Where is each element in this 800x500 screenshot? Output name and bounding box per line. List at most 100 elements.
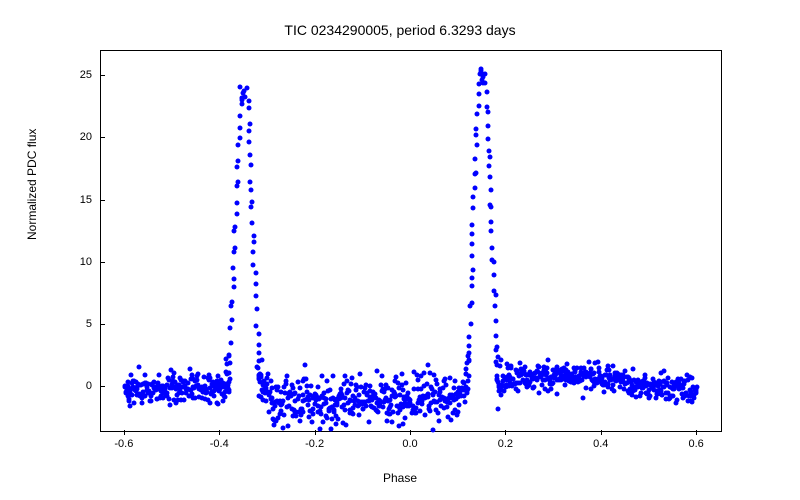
data-point bbox=[430, 428, 435, 433]
data-point bbox=[406, 391, 411, 396]
data-point bbox=[469, 300, 474, 305]
data-point bbox=[484, 105, 489, 110]
data-point bbox=[232, 250, 237, 255]
data-point bbox=[240, 90, 245, 95]
data-point bbox=[246, 106, 251, 111]
data-point bbox=[246, 128, 251, 133]
data-point bbox=[356, 392, 361, 397]
data-point bbox=[586, 359, 591, 364]
data-point bbox=[470, 223, 475, 228]
data-point bbox=[321, 420, 326, 425]
data-point bbox=[225, 361, 230, 366]
data-point bbox=[477, 91, 482, 96]
data-point bbox=[402, 415, 407, 420]
data-point bbox=[254, 271, 259, 276]
figure: TIC 0234290005, period 6.3293 days Norma… bbox=[0, 0, 800, 500]
data-point bbox=[400, 388, 405, 393]
data-point bbox=[232, 245, 237, 250]
data-point bbox=[249, 221, 254, 226]
data-point bbox=[489, 258, 494, 263]
x-tick bbox=[219, 430, 220, 435]
data-point bbox=[228, 341, 233, 346]
data-point bbox=[310, 419, 315, 424]
data-point bbox=[375, 410, 380, 415]
data-point bbox=[335, 416, 340, 421]
data-point bbox=[380, 404, 385, 409]
data-point bbox=[256, 350, 261, 355]
data-point bbox=[496, 406, 501, 411]
data-point bbox=[494, 333, 499, 338]
data-point bbox=[227, 377, 232, 382]
data-point bbox=[358, 371, 363, 376]
chart-title: TIC 0234290005, period 6.3293 days bbox=[0, 22, 800, 38]
data-point bbox=[339, 386, 344, 391]
y-tick-label: 10 bbox=[62, 256, 92, 268]
data-point bbox=[479, 68, 484, 73]
data-point bbox=[610, 364, 615, 369]
data-point bbox=[622, 369, 627, 374]
data-point bbox=[495, 376, 500, 381]
data-point bbox=[417, 408, 422, 413]
data-point bbox=[488, 187, 493, 192]
data-point bbox=[357, 413, 362, 418]
data-point bbox=[465, 361, 470, 366]
y-tick bbox=[100, 262, 105, 263]
data-point bbox=[422, 413, 427, 418]
data-point bbox=[343, 422, 348, 427]
data-point bbox=[264, 399, 269, 404]
data-point bbox=[285, 423, 290, 428]
data-point bbox=[498, 364, 503, 369]
data-point bbox=[231, 285, 236, 290]
data-point bbox=[258, 380, 263, 385]
data-point bbox=[477, 103, 482, 108]
data-point bbox=[465, 378, 470, 383]
data-point bbox=[248, 204, 253, 209]
data-point bbox=[469, 232, 474, 237]
x-tick bbox=[315, 430, 316, 435]
data-point bbox=[496, 383, 501, 388]
data-point bbox=[473, 156, 478, 161]
data-point bbox=[247, 121, 252, 126]
data-point bbox=[471, 195, 476, 200]
data-point bbox=[265, 371, 270, 376]
data-point bbox=[297, 386, 302, 391]
data-point bbox=[251, 263, 256, 268]
data-point bbox=[488, 202, 493, 207]
x-tick-label: -0.6 bbox=[114, 438, 133, 450]
data-point bbox=[486, 149, 491, 154]
y-tick bbox=[100, 137, 105, 138]
data-point bbox=[486, 124, 491, 129]
data-point bbox=[380, 374, 385, 379]
data-point bbox=[485, 137, 490, 142]
data-point bbox=[389, 403, 394, 408]
data-point bbox=[316, 385, 321, 390]
data-point bbox=[555, 391, 560, 396]
data-point bbox=[463, 385, 468, 390]
data-point bbox=[333, 421, 338, 426]
data-point bbox=[498, 357, 503, 362]
data-point bbox=[486, 109, 491, 114]
data-point bbox=[230, 299, 235, 304]
data-point bbox=[132, 400, 137, 405]
data-point bbox=[300, 410, 305, 415]
data-point bbox=[404, 381, 409, 386]
data-point bbox=[226, 390, 231, 395]
y-tick-label: 0 bbox=[62, 380, 92, 392]
data-point bbox=[255, 307, 260, 312]
data-point bbox=[255, 365, 260, 370]
data-point bbox=[306, 402, 311, 407]
data-point bbox=[187, 367, 192, 372]
data-point bbox=[648, 394, 653, 399]
data-point bbox=[310, 411, 315, 416]
data-point bbox=[436, 411, 441, 416]
data-point bbox=[690, 375, 695, 380]
data-point bbox=[324, 379, 329, 384]
data-point bbox=[229, 317, 234, 322]
data-point bbox=[469, 241, 474, 246]
data-point bbox=[470, 284, 475, 289]
data-point bbox=[207, 401, 212, 406]
data-point bbox=[498, 393, 503, 398]
x-tick bbox=[696, 430, 697, 435]
data-point bbox=[630, 367, 635, 372]
data-point bbox=[247, 139, 252, 144]
